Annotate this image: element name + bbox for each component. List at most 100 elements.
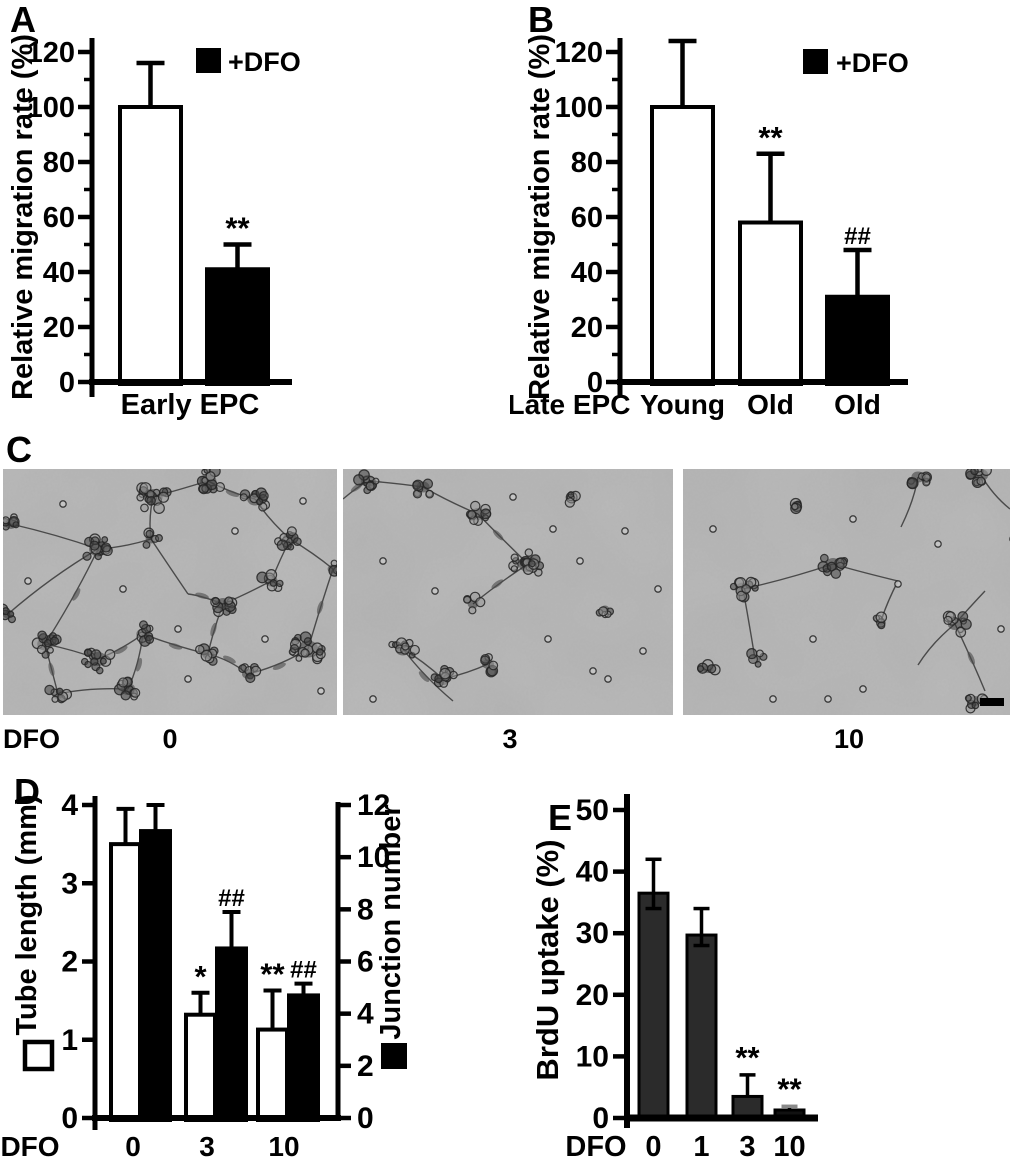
cell [90, 657, 99, 666]
cell [59, 500, 67, 508]
x-category-label: 10 [268, 1131, 299, 1162]
cell [292, 537, 302, 547]
cell [639, 647, 647, 655]
cell [130, 687, 141, 698]
cell [467, 510, 477, 519]
right-y-tick-label: 2 [357, 1050, 374, 1083]
panel-letter-e: E [548, 797, 573, 838]
panel-letter-c: C [6, 429, 32, 470]
cell [510, 565, 518, 573]
panel-c-micrographs [3, 469, 1010, 715]
cell [412, 479, 424, 492]
legend-label: +DFO [228, 47, 301, 77]
cell [754, 660, 762, 668]
cell [894, 580, 902, 588]
elongated-cell [135, 657, 143, 672]
micrograph-image [343, 469, 673, 715]
cell [528, 560, 536, 568]
y-tick-label: 120 [555, 37, 603, 69]
cell [231, 527, 239, 535]
cell [922, 473, 931, 482]
x-category-label: 1 [693, 1131, 709, 1163]
cell [707, 664, 717, 674]
cell [139, 620, 148, 630]
panel-letter-d: D [14, 771, 40, 812]
cell [289, 644, 299, 654]
cell [621, 527, 629, 535]
cell [119, 585, 127, 593]
x-category-label: 0 [645, 1131, 661, 1163]
right-y-tick-label: 12 [357, 789, 390, 822]
cell [379, 557, 387, 565]
x-category-label: Young [640, 389, 725, 420]
cell [84, 660, 92, 669]
y-axis-title: Relative migration rate (%) [524, 34, 556, 400]
cell [980, 469, 992, 476]
cell [203, 469, 211, 474]
cell [409, 644, 420, 656]
left-y-tick-label: 3 [61, 867, 78, 900]
cell [488, 660, 499, 671]
cell [875, 611, 888, 623]
bar [109, 842, 142, 1122]
cell [480, 655, 490, 666]
cell [971, 701, 980, 710]
cell [741, 584, 752, 594]
cell [955, 626, 967, 638]
cell [245, 672, 256, 684]
cell [89, 540, 100, 551]
cell [36, 644, 47, 655]
cell [524, 548, 534, 557]
cell [1009, 536, 1010, 542]
cell [480, 508, 492, 520]
elongated-cell [492, 529, 504, 541]
elongated-cell [48, 662, 55, 677]
cell [729, 582, 738, 591]
elongated-cell [491, 579, 504, 589]
right-y-axis-title: Junction number [375, 804, 407, 1039]
panel-e: ** ** 0 10 20 30 40 50 BrdU uptake (%) DFO 0 1 3 10 [510, 760, 1020, 1168]
cell [184, 675, 192, 683]
bar [256, 1027, 289, 1123]
cell [970, 469, 979, 476]
cell [142, 540, 151, 549]
elongated-cell [967, 651, 976, 665]
cell [365, 481, 375, 491]
cell [155, 534, 163, 543]
cell [136, 493, 145, 502]
y-tick-label: 0 [592, 1102, 609, 1135]
elongated-cell [223, 655, 236, 664]
y-tick-label: 0 [587, 367, 603, 399]
cell [46, 646, 54, 654]
legend-swatch-tube-length [22, 1039, 55, 1072]
bar [184, 1012, 217, 1123]
y-tick-label: 100 [555, 92, 603, 124]
cell [7, 610, 15, 618]
cell [463, 595, 472, 604]
cell [835, 557, 848, 570]
cell [372, 477, 380, 485]
significance-label: ## [844, 223, 871, 250]
y-tick-label: 40 [43, 257, 75, 289]
bar [118, 105, 183, 386]
elongated-cell [225, 490, 240, 497]
cell [328, 564, 337, 577]
y-tick-label: 20 [43, 312, 75, 344]
cell [145, 529, 154, 538]
cell [239, 493, 248, 502]
left-y-tick-label: 1 [61, 1024, 78, 1057]
cell [55, 687, 64, 696]
cell [598, 606, 609, 617]
panel-c: DFO 0 3 10 [0, 430, 1020, 760]
elongated-cell [316, 600, 324, 615]
left-y-tick-label: 0 [61, 1102, 78, 1135]
panel-d: * ## ** ## 0 1 2 3 4 0 2 4 6 8 10 12 Tube length (mm) Jun… [0, 760, 510, 1168]
elongated-cell [272, 662, 286, 670]
panel-b: ** ## 0 20 40 60 80 100 120 Relative migration ra… [508, 0, 1020, 430]
bar [825, 294, 890, 386]
cell [140, 503, 149, 513]
bar [650, 105, 715, 386]
